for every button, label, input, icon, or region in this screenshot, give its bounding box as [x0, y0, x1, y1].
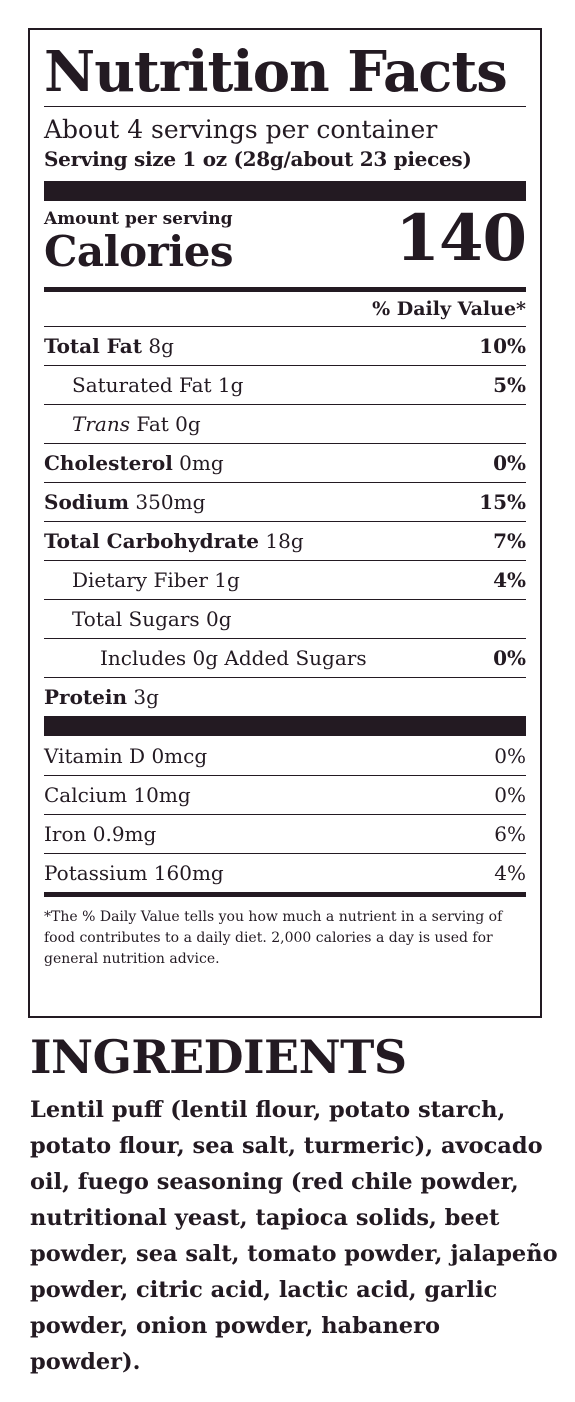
daily-value-header: % Daily Value* [372, 298, 526, 320]
nutrient-dv: 5% [493, 373, 526, 397]
nutrient-name: Total Fat [44, 334, 142, 358]
divider [44, 106, 526, 107]
vitamin-row-vitamin-d: Vitamin D 0mcg 0% [44, 736, 526, 775]
vitamin-row-calcium: Calcium 10mg 0% [44, 775, 526, 814]
nutrient-row-total-carbohydrate: Total Carbohydrate 18g 7% [44, 521, 526, 560]
nutrient-name: Total Sugars [72, 607, 200, 631]
servings-per-container: About 4 servings per container [44, 115, 438, 144]
nutrient-amount: Fat 0g [129, 412, 201, 436]
vitamin-row-potassium: Potassium 160mg 4% [44, 853, 526, 892]
nutrient-row-total-fat: Total Fat 8g 10% [44, 326, 526, 365]
nutrient-name: Trans [72, 412, 130, 436]
nutrient-name: Cholesterol [44, 451, 173, 475]
serving-size: Serving size 1 oz (28g/about 23 pieces) [44, 147, 472, 171]
calories-label: Calories [44, 227, 234, 276]
nutrient-amount: 8g [142, 334, 174, 358]
calories-block: Amount per serving Calories 140 [44, 201, 527, 287]
nutrient-row-sodium: Sodium 350mg 15% [44, 482, 526, 521]
amount-per-serving: Amount per serving [44, 209, 233, 229]
vitamin-dv: 0% [494, 743, 526, 768]
vitamin-dv: 0% [494, 783, 526, 807]
nutrient-amount: 18g [259, 529, 304, 553]
nutrient-name: Includes 0g Added Sugars [100, 646, 367, 670]
nutrient-row-added-sugars: Includes 0g Added Sugars 0% [44, 638, 526, 677]
nutrient-amount: 0mg [172, 451, 224, 475]
nutrient-name: Dietary Fiber [72, 568, 208, 592]
nutrient-amount: 1g [207, 568, 240, 592]
nutrient-dv: 0% [493, 646, 526, 670]
medium-divider [44, 892, 526, 897]
nutrient-dv: 15% [479, 490, 526, 514]
vitamin-dv: 4% [494, 861, 526, 885]
nutrient-amount: 3g [127, 685, 159, 709]
vitamin-name: Calcium 10mg [44, 783, 191, 807]
nutrient-dv: 4% [493, 568, 526, 592]
ingredients-text: Lentil puff (lentil flour, potato starch… [30, 1097, 558, 1375]
daily-value-footnote: *The % Daily Value tells you how much a … [44, 909, 503, 967]
nutrition-facts-label: Nutrition Facts About 4 servings per con… [28, 28, 542, 1018]
nutrient-row-dietary-fiber: Dietary Fiber 1g 4% [44, 560, 526, 599]
thick-divider [44, 181, 526, 201]
calories-value: 140 [395, 201, 527, 276]
vitamin-name: Vitamin D 0mcg [44, 743, 208, 768]
nutrient-name: Protein [44, 685, 128, 709]
vitamin-dv: 6% [494, 822, 526, 846]
nutrient-dv: 10% [479, 334, 526, 358]
nutrient-dv: 0% [493, 451, 526, 475]
nutrient-amount: 0g [199, 607, 232, 631]
nutrient-name: Sodium [44, 490, 130, 514]
nutrient-row-protein: Protein 3g [44, 677, 526, 716]
thick-divider [44, 716, 526, 736]
nutrient-name: Saturated Fat [72, 373, 212, 397]
vitamin-row-iron: Iron 0.9mg 6% [44, 814, 526, 853]
nutrient-row-total-sugars: Total Sugars 0g [44, 599, 526, 638]
nutrient-amount: 350mg [129, 490, 206, 514]
vitamin-name: Iron 0.9mg [44, 822, 157, 846]
nutrient-row-trans-fat: Trans Fat 0g [44, 404, 526, 443]
nutrient-amount: 1g [211, 373, 244, 397]
medium-divider [44, 287, 526, 292]
nutrient-row-cholesterol: Cholesterol 0mg 0% [44, 443, 526, 482]
ingredients-title: INGREDIENTS [30, 1030, 407, 1084]
vitamin-name: Potassium 160mg [44, 861, 224, 885]
nutrient-dv: 7% [493, 529, 526, 553]
nutrient-name: Total Carbohydrate [44, 529, 260, 553]
label-title: Nutrition Facts [44, 39, 508, 105]
nutrient-row-saturated-fat: Saturated Fat 1g 5% [44, 365, 526, 404]
